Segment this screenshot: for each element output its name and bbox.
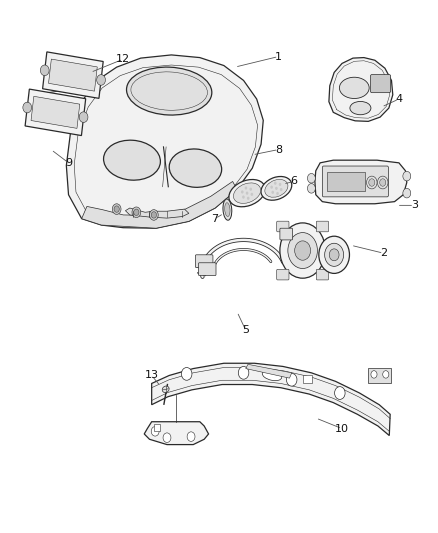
Circle shape — [162, 433, 170, 442]
Circle shape — [241, 196, 244, 199]
Circle shape — [40, 65, 49, 76]
Circle shape — [273, 182, 276, 185]
FancyBboxPatch shape — [326, 172, 364, 191]
Circle shape — [238, 367, 248, 379]
FancyBboxPatch shape — [279, 228, 292, 240]
Circle shape — [275, 187, 277, 190]
Circle shape — [187, 432, 194, 441]
Text: 6: 6 — [290, 176, 297, 187]
Circle shape — [151, 212, 156, 218]
Text: 2: 2 — [379, 248, 386, 258]
Ellipse shape — [223, 199, 231, 220]
Circle shape — [307, 173, 314, 183]
FancyBboxPatch shape — [316, 269, 328, 280]
Circle shape — [151, 426, 159, 436]
Circle shape — [112, 204, 121, 214]
Circle shape — [370, 370, 376, 378]
Circle shape — [250, 193, 253, 196]
Circle shape — [287, 232, 317, 269]
Polygon shape — [49, 59, 97, 91]
FancyBboxPatch shape — [370, 75, 390, 93]
Circle shape — [246, 197, 249, 200]
Text: 12: 12 — [116, 54, 130, 64]
FancyBboxPatch shape — [321, 166, 388, 197]
Text: 4: 4 — [395, 94, 402, 104]
Ellipse shape — [261, 370, 281, 381]
Circle shape — [134, 209, 139, 215]
FancyBboxPatch shape — [276, 269, 288, 280]
Text: 13: 13 — [145, 370, 158, 381]
Ellipse shape — [162, 386, 169, 393]
Ellipse shape — [103, 140, 160, 180]
Ellipse shape — [339, 77, 368, 99]
Circle shape — [324, 243, 343, 266]
Text: 7: 7 — [211, 214, 218, 224]
Polygon shape — [144, 422, 208, 445]
Circle shape — [294, 241, 310, 260]
Circle shape — [149, 209, 158, 220]
Ellipse shape — [228, 180, 265, 207]
Circle shape — [334, 386, 344, 399]
Circle shape — [132, 207, 141, 217]
Circle shape — [96, 75, 105, 85]
Circle shape — [181, 368, 191, 380]
Circle shape — [278, 183, 281, 186]
Text: 10: 10 — [334, 424, 348, 434]
FancyBboxPatch shape — [198, 263, 215, 276]
FancyBboxPatch shape — [195, 255, 212, 268]
Circle shape — [307, 183, 314, 193]
Polygon shape — [31, 96, 80, 128]
Circle shape — [328, 249, 338, 261]
FancyBboxPatch shape — [153, 424, 160, 431]
Ellipse shape — [224, 203, 230, 216]
Circle shape — [377, 176, 387, 189]
Circle shape — [402, 171, 410, 181]
Circle shape — [366, 176, 376, 189]
Circle shape — [379, 179, 385, 186]
Polygon shape — [367, 368, 390, 383]
Circle shape — [114, 206, 119, 212]
Circle shape — [249, 188, 251, 191]
Circle shape — [368, 179, 374, 186]
Polygon shape — [151, 364, 389, 435]
Polygon shape — [328, 58, 392, 122]
Ellipse shape — [349, 101, 370, 115]
Circle shape — [286, 373, 296, 386]
Circle shape — [244, 187, 247, 190]
Polygon shape — [66, 55, 263, 228]
Circle shape — [270, 185, 272, 189]
Circle shape — [240, 190, 243, 193]
Polygon shape — [25, 89, 85, 135]
Circle shape — [23, 102, 32, 113]
Polygon shape — [81, 181, 237, 228]
Polygon shape — [245, 365, 291, 378]
Ellipse shape — [131, 72, 207, 110]
Text: 3: 3 — [410, 200, 417, 211]
Text: 8: 8 — [274, 144, 282, 155]
Circle shape — [402, 188, 410, 198]
FancyBboxPatch shape — [302, 375, 311, 383]
Ellipse shape — [126, 67, 212, 115]
Circle shape — [318, 236, 349, 273]
Polygon shape — [125, 208, 188, 218]
Text: 5: 5 — [242, 325, 249, 335]
Circle shape — [79, 112, 88, 123]
FancyBboxPatch shape — [316, 221, 328, 232]
Circle shape — [276, 192, 278, 195]
Ellipse shape — [261, 176, 291, 200]
Circle shape — [271, 191, 273, 194]
FancyBboxPatch shape — [276, 221, 288, 232]
Polygon shape — [42, 52, 103, 99]
Ellipse shape — [264, 180, 287, 197]
Circle shape — [279, 188, 282, 191]
Circle shape — [245, 191, 248, 195]
Text: 9: 9 — [65, 158, 72, 168]
Ellipse shape — [233, 183, 260, 204]
Text: 1: 1 — [275, 52, 282, 61]
Polygon shape — [314, 160, 406, 204]
Circle shape — [382, 370, 388, 378]
Circle shape — [279, 223, 325, 278]
Ellipse shape — [169, 149, 221, 187]
